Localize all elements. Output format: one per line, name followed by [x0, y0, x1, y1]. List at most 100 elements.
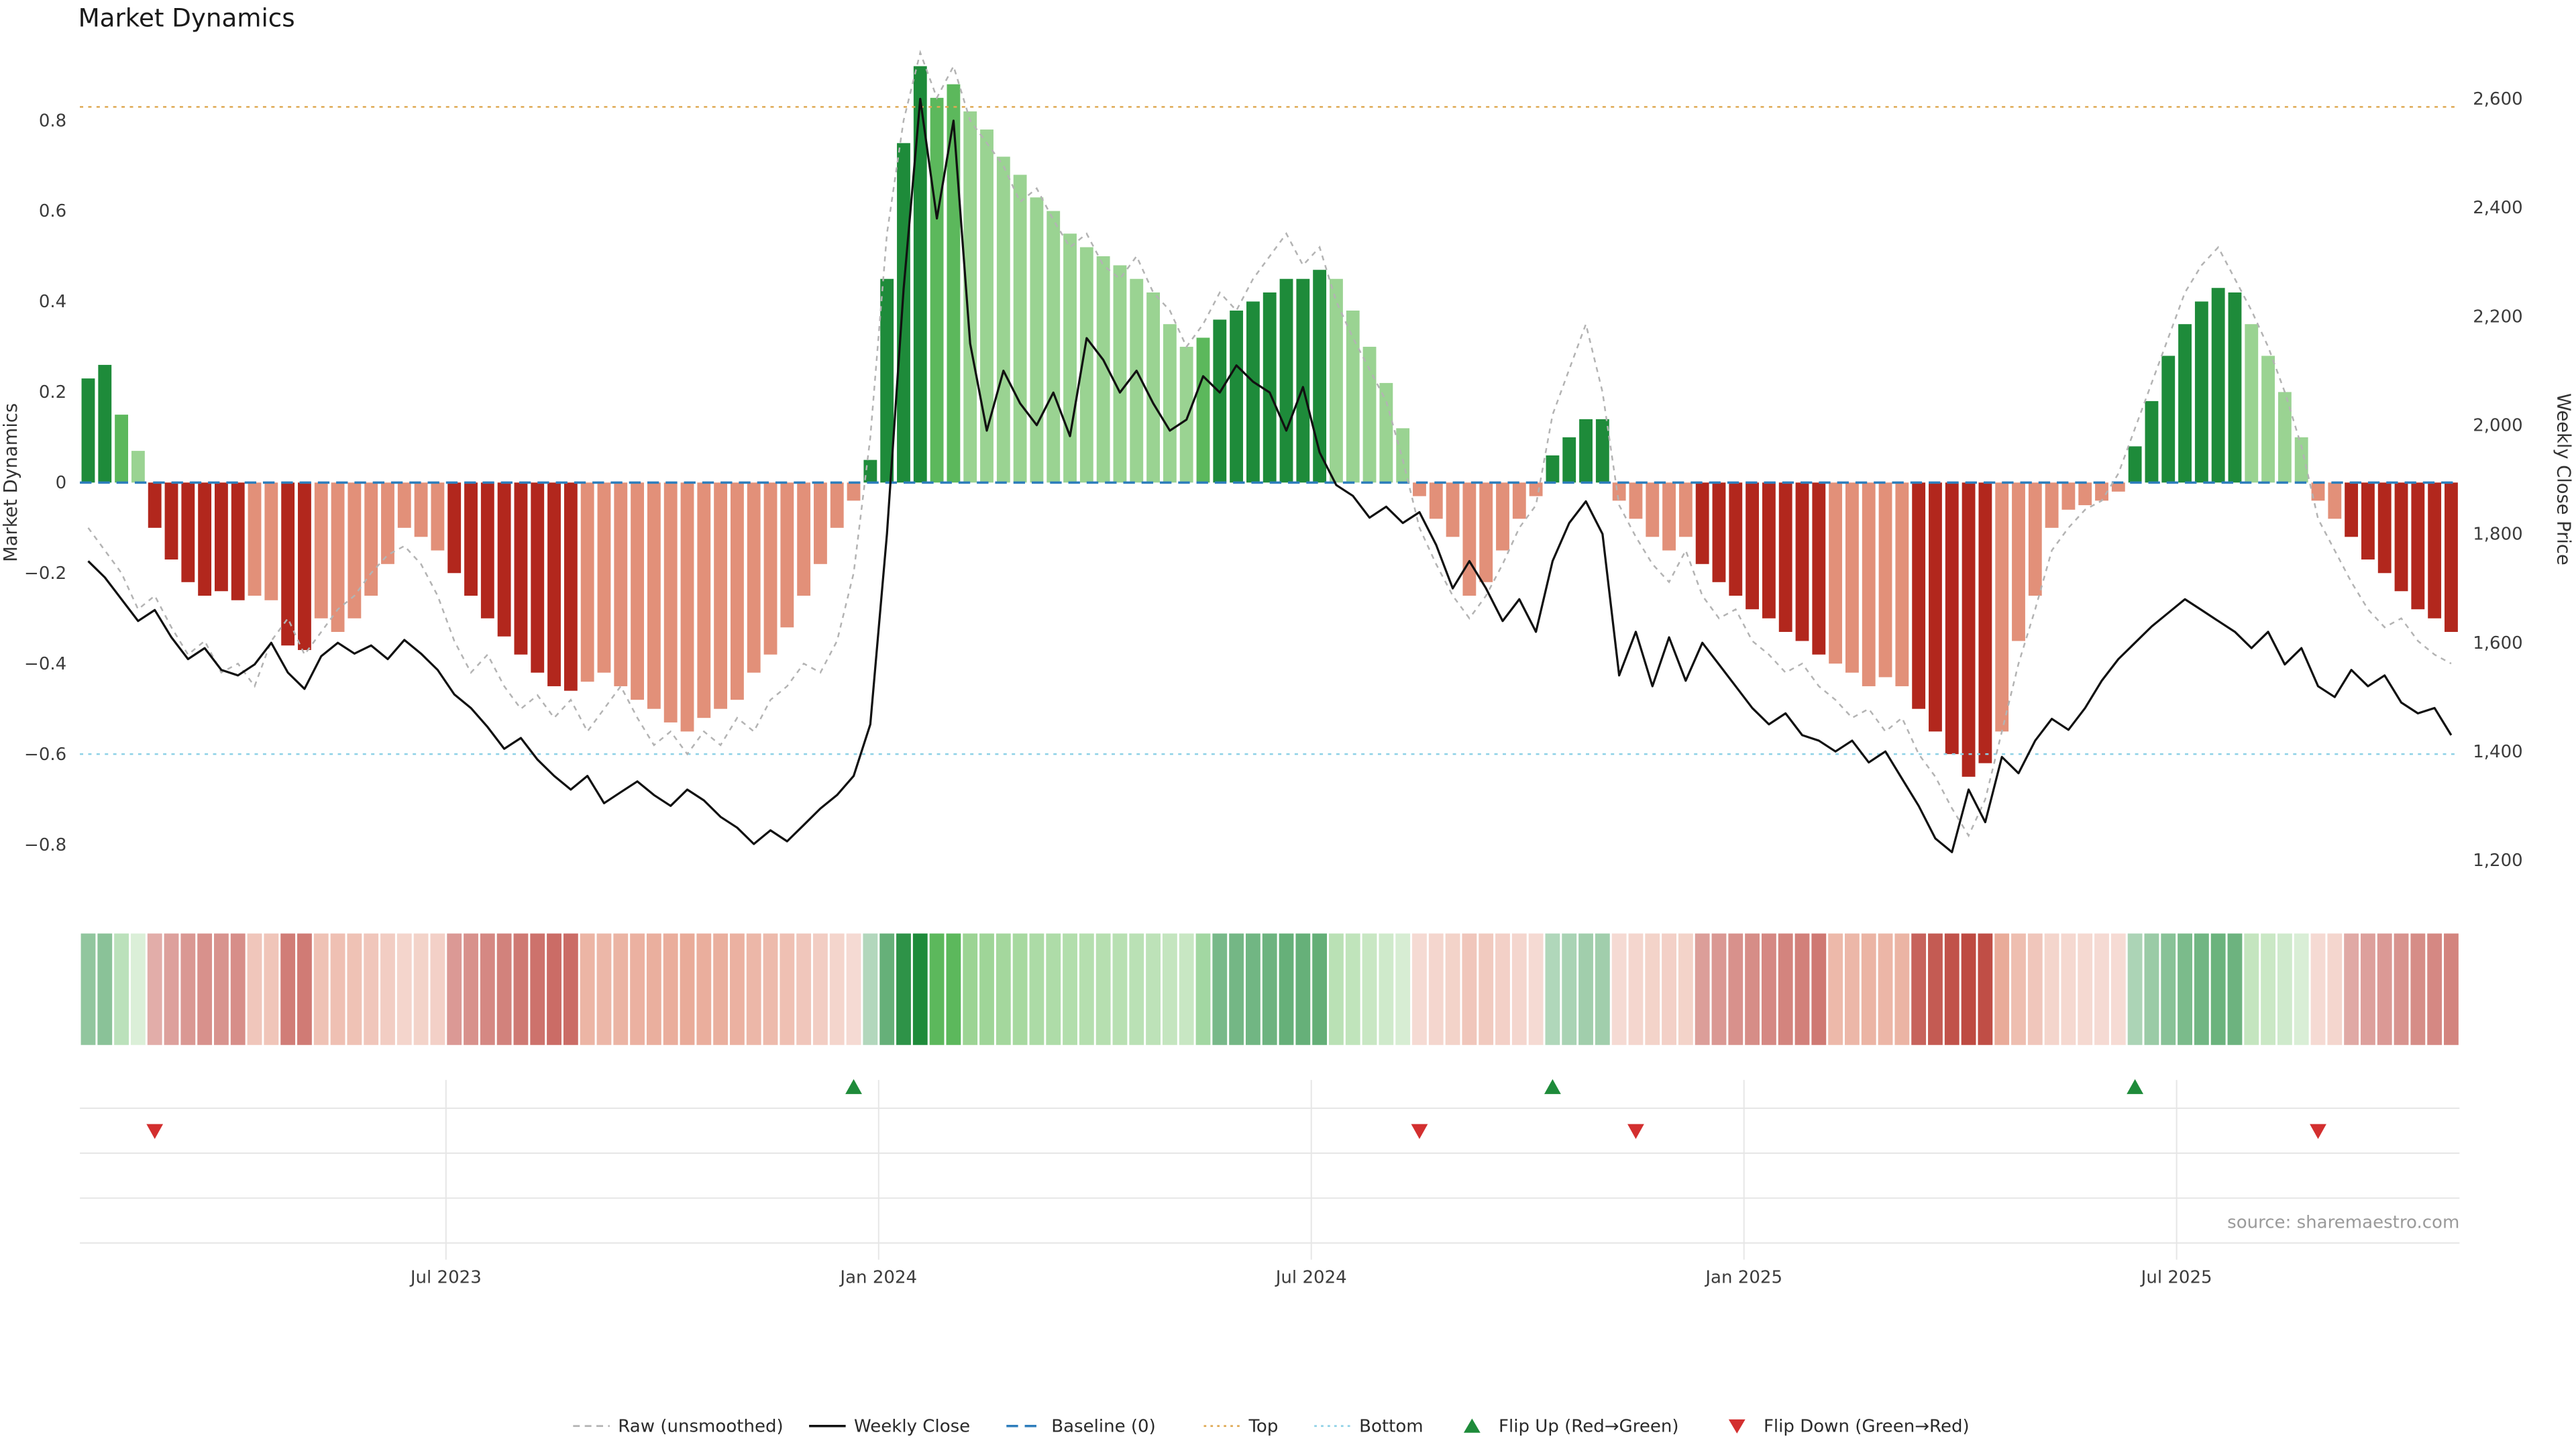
- oscillator-bar: [1046, 211, 1061, 483]
- legend-flip-up-icon: [1463, 1418, 1481, 1433]
- oscillator-bar: [2294, 437, 2308, 483]
- heatmap-cell: [912, 933, 928, 1045]
- oscillator-bar: [531, 482, 545, 673]
- raw-line: [87, 50, 2452, 838]
- right-tick-label: 1,600: [2473, 633, 2523, 653]
- oscillator-bar: [1213, 319, 1227, 483]
- heatmap-cell: [264, 933, 279, 1045]
- heatmap-cell: [2044, 933, 2059, 1045]
- x-tick-label: Jul 2025: [2140, 1267, 2212, 1287]
- oscillator-bar: [1330, 278, 1343, 483]
- axis-ticks: 0.8 0.6 0.4 0.2 0 −0.2 −0.4 −0.6 −0.8 2,600 2,400 2…: [24, 89, 2523, 1287]
- heatmap-cell: [596, 933, 612, 1045]
- oscillator-bar: [447, 482, 462, 574]
- oscillator-bar: [1895, 482, 1909, 686]
- heatmap-cell: [2344, 933, 2359, 1045]
- oscillator-bar: [480, 482, 494, 619]
- heatmap-cell: [1462, 933, 1477, 1045]
- right-axis-label: Weekly Close Price: [2553, 393, 2574, 566]
- left-tick-label: 0.8: [39, 111, 66, 131]
- heatmap-cell: [1511, 933, 1527, 1045]
- left-tick-label: 0: [56, 473, 67, 493]
- legend-item: Baseline (0): [1006, 1416, 1156, 1436]
- heatmap-cell: [364, 933, 379, 1045]
- heatmap-cell: [297, 933, 312, 1045]
- heatmap-cell: [214, 933, 229, 1045]
- heatmap-cell: [247, 933, 262, 1045]
- heatmap-cell: [1944, 933, 1960, 1045]
- oscillator-bar: [1712, 482, 1726, 582]
- oscillator-bar: [1362, 346, 1377, 483]
- oscillator-bar: [730, 482, 744, 700]
- heatmap-cell: [2127, 933, 2143, 1045]
- heatmap-cell: [1595, 933, 1610, 1045]
- legend-item: Weekly Close: [809, 1416, 970, 1436]
- heatmap-cell: [1811, 933, 1827, 1045]
- oscillator-bar: [2445, 482, 2458, 632]
- oscillator-bar: [680, 482, 694, 732]
- oscillator-bar: [747, 482, 761, 673]
- oscillator-bar: [1546, 455, 1560, 483]
- heatmap-cell: [2094, 933, 2109, 1045]
- oscillator-bar: [1496, 482, 1509, 551]
- oscillator-bar: [497, 482, 511, 637]
- heatmap-cell: [813, 933, 828, 1045]
- oscillator-bar: [1346, 310, 1360, 483]
- oscillator-bar: [2228, 292, 2242, 483]
- oscillator-bar: [2411, 482, 2425, 610]
- oscillator-bar: [231, 482, 245, 600]
- heatmap-cell: [1728, 933, 1743, 1045]
- heatmap-cell: [1479, 933, 1494, 1045]
- legend-flip-down-icon: [1728, 1419, 1746, 1434]
- oscillator-bar: [1179, 346, 1193, 483]
- flip-down-marker: [1627, 1124, 1644, 1139]
- oscillator-bar: [1678, 482, 1693, 537]
- left-tick-label: 0.6: [39, 201, 66, 221]
- heatmap-cell: [979, 933, 994, 1045]
- heatmap-cell: [580, 933, 595, 1045]
- heatmap-cell: [180, 933, 196, 1045]
- heatmap-cell: [879, 933, 895, 1045]
- heatmap-cell: [2444, 933, 2459, 1045]
- heatmap-cell: [480, 933, 495, 1045]
- oscillator-bar: [647, 482, 661, 709]
- heatmap-cell: [929, 933, 945, 1045]
- oscillator-bar: [1030, 197, 1044, 483]
- heatmap-cell: [313, 933, 329, 1045]
- legend-item-label: Raw (unsmoothed): [618, 1416, 783, 1436]
- oscillator-bar: [1978, 482, 1992, 763]
- oscillator-bar: [1912, 482, 1926, 709]
- heatmap-cell: [1845, 933, 1860, 1045]
- heatmap-cell: [97, 933, 113, 1045]
- oscillator-bar: [1013, 174, 1027, 483]
- heatmap-cell: [1162, 933, 1177, 1045]
- heatmap-cell: [746, 933, 761, 1045]
- heatmap-cell: [1745, 933, 1760, 1045]
- heatmap-cell: [464, 933, 478, 1045]
- oscillator-bar: [814, 482, 827, 564]
- oscillator-bar: [331, 482, 345, 632]
- heatmap-cell: [996, 933, 1011, 1045]
- oscillator-bar: [1096, 256, 1110, 483]
- heatmap-cell: [1329, 933, 1344, 1045]
- heatmap-cell: [1279, 933, 1294, 1045]
- heatmap-cell: [2110, 933, 2126, 1045]
- oscillator-bar: [1629, 482, 1643, 519]
- oscillator-bar: [1113, 265, 1127, 483]
- oscillator-bar: [2145, 400, 2159, 483]
- oscillator-bar: [181, 482, 195, 582]
- heatmap-cell: [1362, 933, 1377, 1045]
- heatmap-cell: [730, 933, 745, 1045]
- oscillator-bar: [1462, 482, 1477, 596]
- heatmap-cell: [2027, 933, 2043, 1045]
- legend-item-label: Weekly Close: [854, 1416, 970, 1436]
- oscillator-bar: [2111, 482, 2125, 492]
- heatmap-cell: [1295, 933, 1311, 1045]
- heatmap-cell: [164, 933, 179, 1045]
- oscillator-bar: [1778, 482, 1792, 632]
- oscillator-bar: [763, 482, 777, 655]
- heatmap-cell: [663, 933, 678, 1045]
- heatmap-cell: [1012, 933, 1028, 1045]
- oscillator-bar: [131, 451, 145, 483]
- heatmap-cell: [1046, 933, 1061, 1045]
